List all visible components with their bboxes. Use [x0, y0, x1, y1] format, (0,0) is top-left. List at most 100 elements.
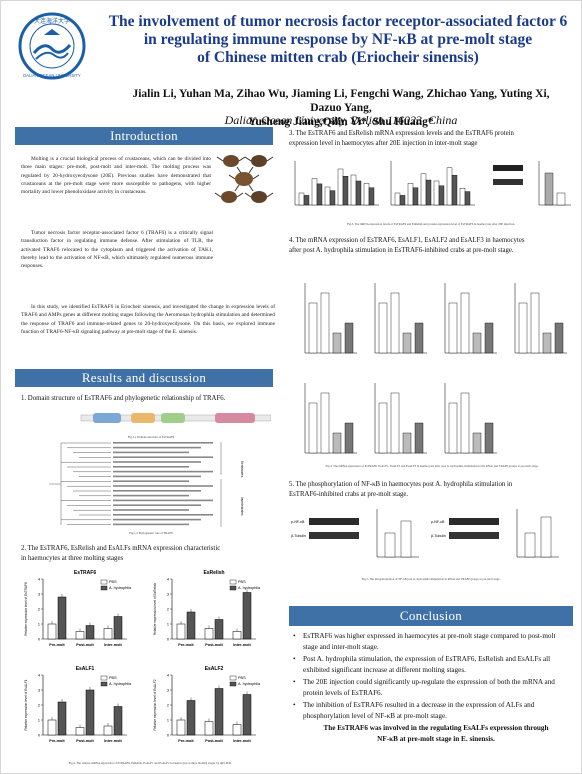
- fig2-category-label: Pre-molt: [49, 739, 65, 743]
- fig5-blot-label-bottom: β-Tubulin: [431, 534, 446, 538]
- result-2-caption-line-1: 2. The EsTRAF6, EsRelish and EsALFs mRNA…: [21, 545, 221, 552]
- y-tick-label: 0: [167, 734, 169, 738]
- fig3-bar: [394, 192, 401, 206]
- fig3-bar: [368, 187, 375, 206]
- fig4-bar: [414, 422, 424, 454]
- result-3-caption-line-1: 3. The EsTRAF6 and EsRelish mRNA express…: [289, 130, 514, 137]
- fig3-bar: [433, 180, 440, 206]
- fig1b-caption: Fig.1.2 Phylogenetic tree of TRAF6: [129, 531, 173, 535]
- intro-paragraph-3-block: In this study, we identified EsTRAF6 in …: [21, 303, 275, 337]
- fig4-bar: [460, 392, 470, 454]
- y-tick-label: 4: [38, 578, 40, 582]
- fig2-bar: [176, 719, 186, 736]
- fig2-bar: [214, 619, 224, 640]
- result-4-caption-line-1: 4. The mRNA expression of EsTRAF6, EsALF…: [289, 237, 525, 244]
- tree-leaf-label: [113, 523, 189, 526]
- fig2-bar: [47, 719, 57, 736]
- result-3-caption: 3. The EsTRAF6 and EsRelish mRNA express…: [289, 129, 574, 149]
- y-tick-label: 2: [38, 704, 40, 708]
- fig3-bar: [324, 186, 331, 206]
- fig4-bar: [402, 432, 412, 454]
- conclusion-item-4: • The inhibition of EsTRAF6 resulted in a…: [293, 701, 535, 720]
- fig2-bar: [57, 596, 67, 640]
- fig4-bar: [518, 302, 528, 354]
- fig4-bar: [484, 422, 494, 454]
- tree-leaf-label: [113, 470, 213, 473]
- intro-paragraph-1: Molting is a crucial biological process …: [21, 156, 211, 196]
- fig3-bar: [446, 167, 453, 206]
- conclusion-final: The EsTRAF6 was involved in the regulati…: [293, 723, 569, 745]
- fig2-bar: [57, 701, 67, 736]
- fig3-bar: [342, 176, 349, 206]
- university-logo: 大连海洋大学 DALIAN OCEAN UNIVERSITY: [18, 12, 86, 80]
- fig2-y-label: Relative expression level of EsALF1: [24, 679, 28, 730]
- tree-leaf-label: [113, 475, 201, 478]
- fig2-legend-swatch: [229, 579, 237, 585]
- fig2-category-label: Pre-molt: [178, 643, 194, 647]
- fig4-bar: [332, 432, 342, 454]
- fig1a-caption: Fig.1.1 Domain structure of EsTRAF6: [127, 435, 175, 439]
- fig3-bar: [412, 187, 419, 206]
- fig3-bar: [303, 195, 310, 206]
- fig2-category-label: Inter-molt: [104, 643, 122, 647]
- conclusion-list: • EsTRAF6 was higher expressed in haemocy…: [293, 631, 569, 746]
- fig5-bar: [540, 516, 552, 558]
- fig4-bar: [472, 432, 482, 454]
- fig4-bar: [484, 322, 494, 354]
- fig2-legend-label: A. hydrophila: [238, 682, 261, 686]
- title-line-1: The involvement of tumor necrosis factor…: [108, 13, 568, 30]
- tree-leaf-label: [113, 461, 201, 463]
- fig4-bar: [460, 292, 470, 354]
- result-5-caption-line-2: EsTRAF6-inhibited crabs at pre-molt stag…: [289, 491, 409, 498]
- fig2-legend-label: A. hydrophila: [109, 586, 132, 590]
- y-tick-label: 3: [167, 689, 169, 693]
- fig5-blot-band: [449, 518, 499, 525]
- fig5-bar: [524, 532, 536, 558]
- fig5-blot-label-bottom: β-Tubulin: [291, 534, 306, 538]
- introduction-header: Introduction: [15, 127, 273, 145]
- fig3-caption: Fig.3. The mRNA expression levels of EsT…: [346, 222, 516, 226]
- fig2-category-label: Inter-molt: [233, 643, 251, 647]
- fig5-blot-band: [309, 532, 359, 539]
- figure-2-bar-charts: EsTRAF6 0 1 2 3 4 Relative expression level of…: [24, 570, 261, 743]
- fig3-bar: [298, 192, 305, 206]
- y-tick-label: 4: [167, 674, 169, 678]
- y-tick-label: 3: [167, 593, 169, 597]
- fig2-bar: [47, 623, 57, 640]
- tree-leaf-label: [113, 509, 189, 511]
- fig3-bar: [425, 179, 432, 206]
- fig2-bar: [103, 725, 113, 736]
- fig2-bar: [186, 700, 196, 736]
- phylogenetic-tree: Vertebrates Invertebrates: [49, 442, 244, 527]
- y-tick-label: 2: [38, 608, 40, 612]
- figure-4-panels: [304, 283, 567, 454]
- results-header: Results and discussion: [15, 369, 273, 387]
- fig2-bar: [204, 628, 214, 640]
- y-tick-label: 0: [167, 638, 169, 642]
- logo-text-top: 大连海洋大学: [34, 17, 70, 25]
- conclusion-item-1-text: EsTRAF6 was higher expressed in haemocyt…: [303, 632, 556, 651]
- fig4-bar: [390, 292, 400, 354]
- y-tick-label: 2: [167, 704, 169, 708]
- fig2-panel-title: EsRelish: [203, 570, 224, 576]
- tree-leaf-label: [113, 485, 213, 487]
- y-tick-label: 4: [167, 578, 169, 582]
- fig2-legend-label: A. hydrophila: [238, 586, 261, 590]
- fig4-bar: [530, 292, 540, 354]
- fig2-category-label: Post-molt: [205, 643, 223, 647]
- fig5-blot-label-top: p-NF-κB: [431, 520, 445, 524]
- fig2-bar: [75, 631, 85, 640]
- fig2-bar: [186, 611, 196, 640]
- fig2-bar: [232, 631, 242, 640]
- fig2-panel-title: EsTRAF6: [74, 570, 96, 576]
- tree-leaf-label: [113, 451, 189, 454]
- domain-structure-figure: [80, 413, 271, 423]
- conclusion-item-2-text: Post A. hydrophila stimulation, the expr…: [303, 655, 551, 674]
- conclusion-final-line-2: NF-κB at pre-molt stage in E. sinensis.: [377, 735, 495, 743]
- fig2-category-label: Post-molt: [76, 739, 94, 743]
- fig4-bar: [344, 422, 354, 454]
- fig2-legend-label: PBS: [238, 580, 246, 584]
- conclusion-item-4-text: The inhibition of EsTRAF6 resulted in a …: [303, 701, 535, 720]
- fig2-legend-swatch: [229, 585, 237, 591]
- fig2-bar: [113, 706, 123, 736]
